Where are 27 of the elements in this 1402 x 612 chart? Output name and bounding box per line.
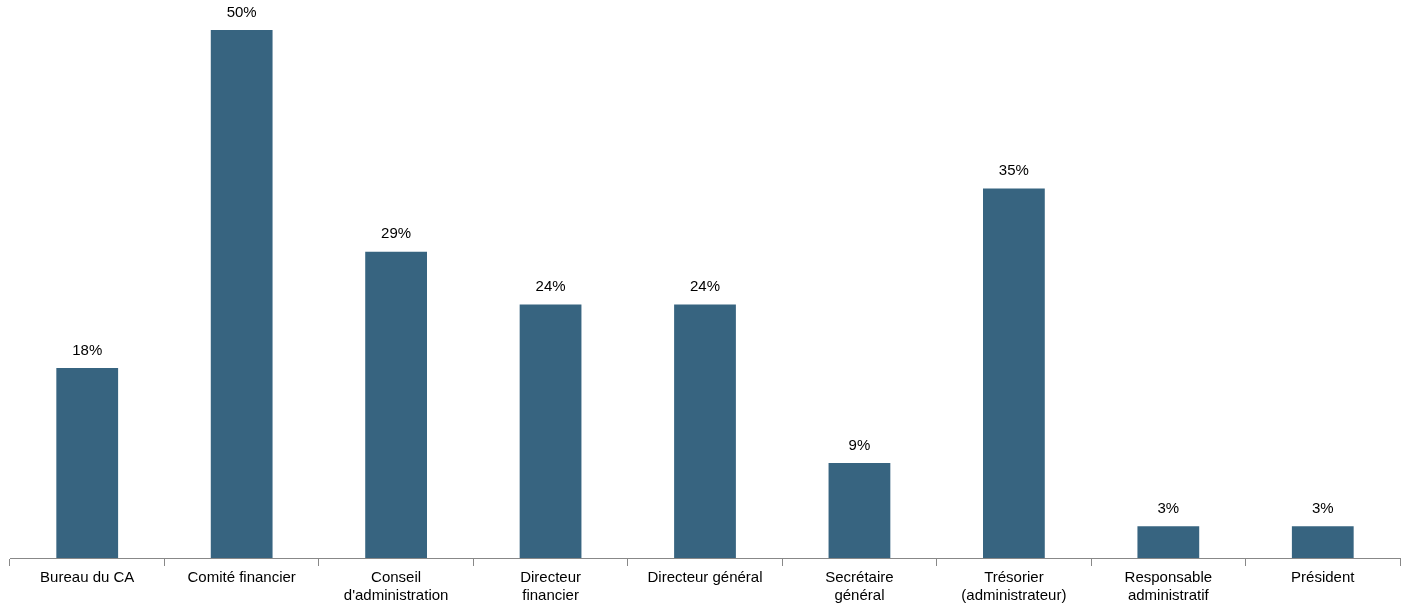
data-label: 24% — [689, 277, 721, 295]
x-tick-label: Directeur général — [647, 568, 763, 586]
data-label: 3% — [1157, 498, 1180, 516]
data-label: 9% — [848, 435, 871, 453]
x-tick-label: Conseil d'administration — [343, 568, 449, 604]
bar — [210, 30, 273, 558]
data-label: 29% — [381, 224, 412, 242]
data-label: 3% — [1311, 498, 1334, 516]
x-tick-label: Bureau du CA — [40, 568, 135, 586]
x-tick-label: Comité financier — [187, 568, 296, 586]
bar — [983, 188, 1045, 558]
x-tick-label: Directeur financier — [520, 568, 581, 604]
data-label: 50% — [226, 2, 257, 20]
x-tick-label: Secrétaire général — [825, 568, 894, 604]
bar — [519, 304, 582, 558]
bar — [1291, 526, 1354, 558]
bar — [56, 367, 119, 558]
bar — [674, 304, 736, 558]
bar — [365, 251, 427, 558]
x-tick-label: Responsable administratif — [1124, 568, 1213, 604]
bar — [828, 462, 891, 558]
data-label: 18% — [72, 340, 103, 358]
x-tick-label: Président — [1291, 568, 1356, 586]
x-tick-label: Trésorier (administrateur) — [961, 568, 1067, 604]
bar — [1137, 526, 1200, 558]
data-label: 35% — [998, 161, 1029, 179]
data-label: 24% — [535, 277, 566, 295]
